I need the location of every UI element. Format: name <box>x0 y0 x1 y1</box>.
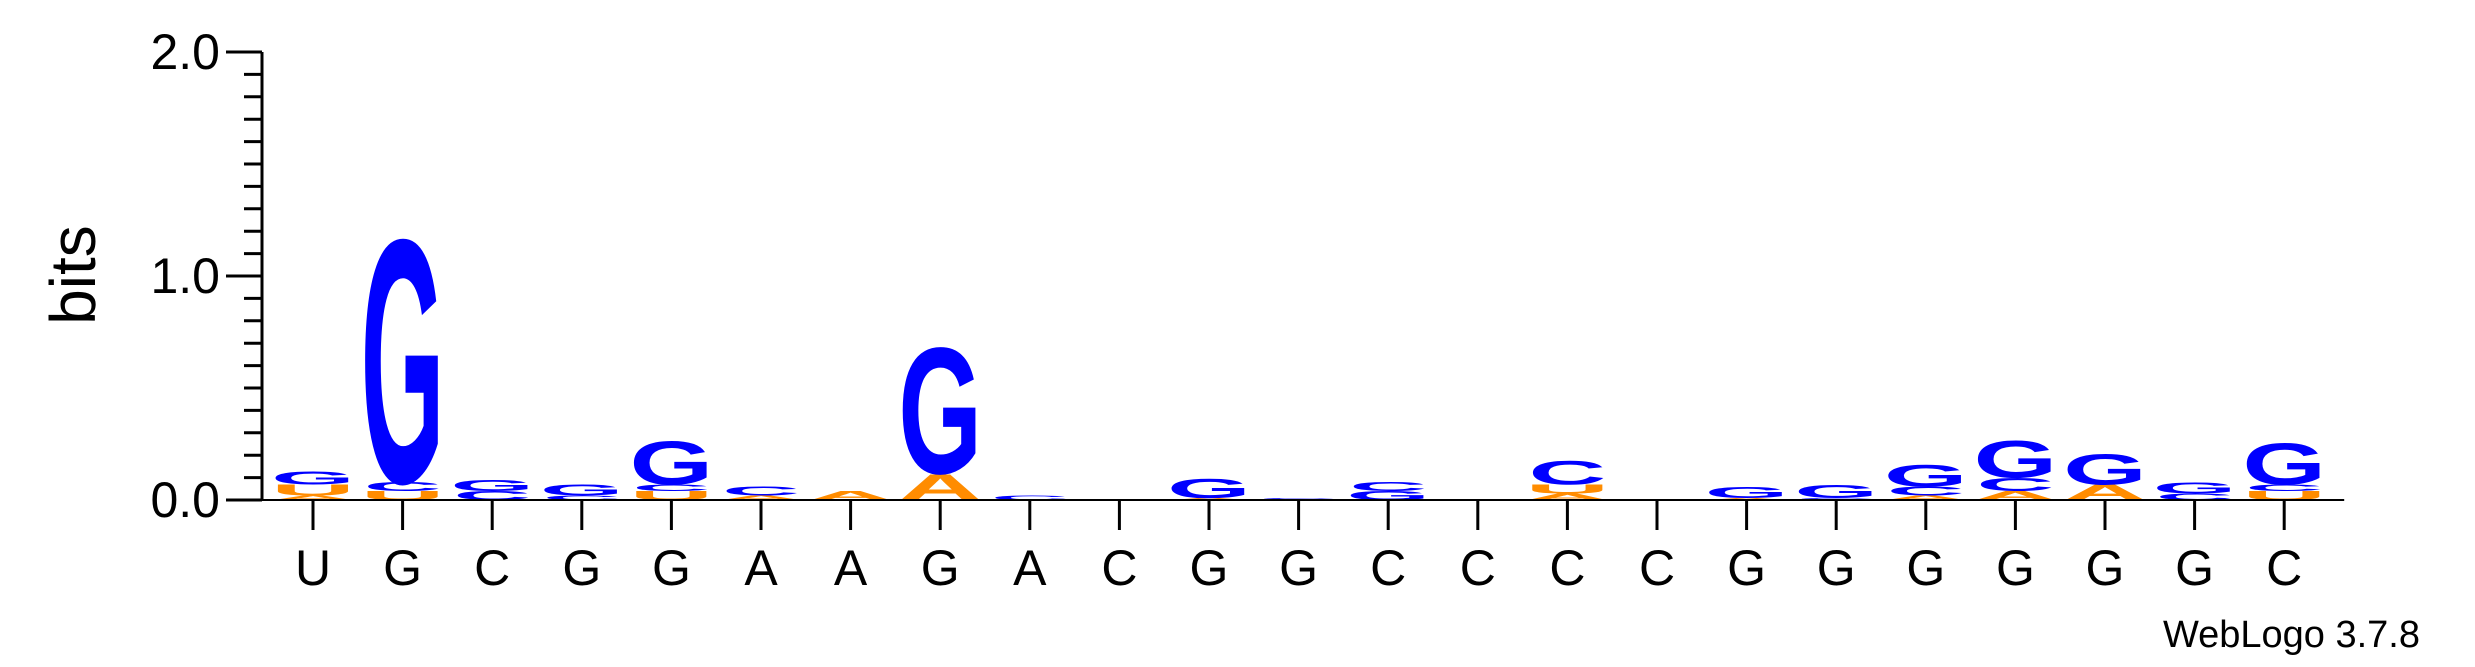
logo-letter-g: G <box>2242 431 2326 497</box>
logo-letter-a: A <box>1704 497 1788 500</box>
position-label: A <box>744 540 778 596</box>
position-label: G <box>1727 540 1766 596</box>
logo-letter-g: G <box>898 310 982 512</box>
logo-column: UCG <box>2242 431 2326 502</box>
logo-letter-c: C <box>1977 474 2055 495</box>
logo-letter-c: C <box>722 484 800 498</box>
position-label: C <box>1639 540 1675 596</box>
logo-letter-c: C <box>1349 480 1427 494</box>
logo-column: CG <box>540 482 624 502</box>
logo-letter-c: C <box>543 494 621 501</box>
position-label: G <box>1279 540 1318 596</box>
logo-letter-u: U <box>271 482 355 499</box>
position-label: A <box>834 540 868 596</box>
logo-letter-g: G <box>2063 446 2147 494</box>
position-label: G <box>383 540 422 596</box>
position-label: G <box>562 540 601 596</box>
logo-letter-g: G <box>271 468 355 489</box>
logo-letter-a: A <box>1525 492 1609 502</box>
logo-letter-g: G <box>1167 472 1251 503</box>
position-label: G <box>1996 540 2035 596</box>
logo-column: CG <box>2153 479 2237 502</box>
logo-letter-a: A <box>1167 497 1251 500</box>
position-label: C <box>1460 540 1496 596</box>
logo-letter-c: C <box>1260 497 1338 500</box>
weblogo-credit: WebLogo 3.7.8 <box>2163 614 2420 656</box>
logo-letter-c: C <box>1797 497 1875 500</box>
logo-column: CG <box>1794 481 1878 502</box>
logo-column: CG <box>450 477 534 503</box>
logo-letter-g: G <box>361 167 445 556</box>
logo-letter-c: C <box>633 483 711 493</box>
logo-letter-a: A <box>271 494 355 501</box>
logo-letter-a: A <box>1884 494 1968 501</box>
logo-column: UCG <box>360 167 444 556</box>
position-label: C <box>2266 540 2302 596</box>
logo-letter-g: G <box>540 482 624 499</box>
position-label: G <box>652 540 691 596</box>
logo-letter-c: C <box>1529 453 1607 491</box>
logo-column: AUC <box>1525 453 1609 502</box>
y-tick-label: 1.0 <box>150 248 220 304</box>
position-label: G <box>2086 540 2125 596</box>
position-label: G <box>2175 540 2214 596</box>
logo-letter-c: C <box>2156 492 2234 502</box>
position-label: G <box>1190 540 1229 596</box>
logo-letter-c: C <box>1887 484 1965 498</box>
logo-column: AUG <box>271 468 355 502</box>
logo-column: ACG <box>1973 430 2057 503</box>
logo-column: AG <box>1167 472 1251 503</box>
logo-column: ACG <box>1884 458 1968 501</box>
y-axis: 0.0 1.0 2.0 <box>150 24 264 528</box>
position-label: G <box>921 540 960 596</box>
position-label: A <box>1013 540 1047 596</box>
y-axis-label: bits <box>37 225 109 325</box>
logo-column: AC <box>719 484 803 501</box>
logo-letter-a: A <box>719 494 803 501</box>
position-label: C <box>1370 540 1406 596</box>
logo-column: C <box>1260 497 1338 500</box>
logo-letter-g: G <box>2153 479 2237 496</box>
logo-letter-c: C <box>991 494 1069 501</box>
position-label: C <box>474 540 510 596</box>
logo-column: UCG <box>629 428 713 503</box>
y-tick-label: 0.0 <box>150 472 220 528</box>
logo-letter-g: G <box>1705 484 1789 501</box>
logo-letter-g: G <box>1884 458 1968 493</box>
logo-column: AG <box>1704 484 1788 501</box>
logo-letter-g: G <box>1974 430 2058 489</box>
logo-letter-g: G <box>450 477 534 494</box>
y-tick-label: 2.0 <box>150 24 220 80</box>
logo-letter-c: C <box>364 480 442 494</box>
position-label: U <box>295 540 331 596</box>
logo-letter-g: G <box>1794 481 1878 502</box>
logo-column: C <box>991 494 1069 501</box>
position-label: G <box>1817 540 1856 596</box>
logo-column: AG <box>898 310 982 512</box>
position-label: C <box>1549 540 1585 596</box>
position-label: C <box>1101 540 1137 596</box>
position-label: G <box>1906 540 1945 596</box>
logo-letter-g: G <box>630 428 714 498</box>
logo-column: AG <box>2063 446 2147 505</box>
logo-letter-u: U <box>1525 482 1609 496</box>
logo-letter-c: C <box>2245 483 2323 493</box>
